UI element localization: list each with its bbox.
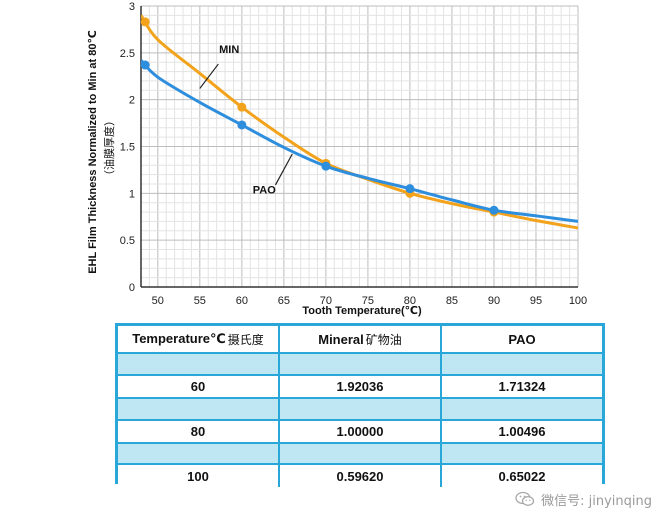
table-spacer-cell <box>442 444 602 465</box>
chart-labels: Tooth Temperature(℃) EHL Film Thickness N… <box>87 30 422 317</box>
watermark-text: 微信号: jinyinqing <box>541 493 652 509</box>
y-axis-title-cn: （油膜厚度） <box>102 115 116 181</box>
header-temperature-label: Temperature℃ <box>132 331 226 346</box>
x-tick-label: 95 <box>530 295 542 307</box>
table-spacer-cell <box>280 399 442 421</box>
table-cell-mineral-80: 1.00000 <box>280 421 442 444</box>
table-header-mineral: Mineral 矿物油 <box>280 326 442 354</box>
header-temperature-cn: 摄氏度 <box>227 332 264 347</box>
header-pao-label: PAO <box>508 331 536 347</box>
data-point-pao <box>237 120 247 130</box>
film-thickness-chart: 50 55 60 65 70 75 80 85 90 95 100 0 0.5 1 1.5 2 2.5 3 Too… <box>87 1 587 317</box>
table-spacer-cell <box>442 399 602 421</box>
table-cell-pao-80: 1.00496 <box>442 421 602 444</box>
chart-grid <box>140 5 579 288</box>
comparison-table: Temperature℃ 摄氏度 Mineral 矿物油 PAO 60 1.9203… <box>115 323 605 487</box>
annotation-pao: PAO <box>253 184 276 196</box>
table-cell-temp-100: 100 <box>118 465 280 487</box>
table-cell-pao-100: 0.65022 <box>442 465 602 487</box>
chart-axes: 50 55 60 65 70 75 80 85 90 95 100 0 0.5 1 1.5 2 2.5 3 <box>120 1 587 307</box>
table-header-temperature: Temperature℃ 摄氏度 <box>118 326 280 354</box>
data-point-min <box>140 17 150 27</box>
y-tick-label: 2.5 <box>120 48 135 60</box>
header-mineral-cn: 矿物油 <box>365 332 402 347</box>
annotation-min-leader <box>199 63 219 89</box>
table-header-pao: PAO <box>442 326 602 354</box>
y-tick-label: 1 <box>129 188 135 200</box>
annotation-pao-leader <box>274 153 293 186</box>
header-mineral-label: Mineral <box>318 331 364 347</box>
x-tick-label: 100 <box>569 295 587 307</box>
data-point-pao <box>405 184 415 194</box>
x-axis-title: Tooth Temperature(℃) <box>302 305 422 317</box>
x-tick-label: 50 <box>152 295 164 307</box>
y-tick-label: 1.5 <box>120 142 135 154</box>
chart-series <box>140 14 578 230</box>
table-cell-pao-60: 1.71324 <box>442 376 602 399</box>
x-tick-label: 80 <box>404 295 416 307</box>
x-tick-label: 55 <box>194 295 206 307</box>
y-tick-label: 3 <box>129 1 135 13</box>
y-tick-label: 2 <box>129 95 135 107</box>
x-tick-label: 70 <box>320 295 332 307</box>
table-spacer-cell <box>280 354 442 376</box>
data-point-pao <box>489 205 499 215</box>
data-point-min <box>237 102 247 112</box>
table-cell-temp-80: 80 <box>118 421 280 444</box>
data-point-pao <box>321 161 331 171</box>
chart-svg: 50 55 60 65 70 75 80 85 90 95 100 0 0.5 1 1.5 2 2.5 3 Too… <box>87 1 587 317</box>
y-tick-label: 0 <box>129 282 135 294</box>
table-spacer-cell <box>118 444 280 465</box>
table-spacer-cell <box>280 444 442 465</box>
table-spacer-cell <box>118 399 280 421</box>
x-tick-label: 85 <box>446 295 458 307</box>
table-cell-mineral-60: 1.92036 <box>280 376 442 399</box>
table-cell-mineral-100: 0.59620 <box>280 465 442 487</box>
wechat-icon <box>515 491 535 506</box>
y-axis-title: EHL Film Thickness Normalized to Min at … <box>87 30 99 274</box>
wechat-watermark: 微信号: jinyinqing <box>515 489 652 509</box>
x-tick-label: 65 <box>278 295 290 307</box>
table-cell-temp-60: 60 <box>118 376 280 399</box>
annotation-min: MIN <box>219 44 239 56</box>
y-tick-label: 0.5 <box>120 235 135 247</box>
x-tick-label: 90 <box>488 295 500 307</box>
table-spacer-cell <box>442 354 602 376</box>
table-spacer-cell <box>118 354 280 376</box>
x-tick-label: 75 <box>362 295 374 307</box>
data-point-pao <box>140 60 150 70</box>
x-tick-label: 60 <box>236 295 248 307</box>
